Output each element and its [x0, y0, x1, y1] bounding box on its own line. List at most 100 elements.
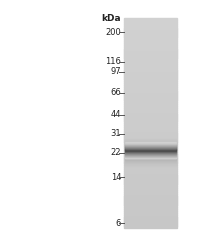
Bar: [125, 143, 176, 144]
Bar: [124, 108, 177, 110]
Bar: [125, 156, 176, 157]
Bar: [124, 217, 177, 220]
Bar: [124, 148, 177, 150]
Bar: [124, 104, 177, 106]
Bar: [125, 164, 176, 167]
Bar: [124, 28, 177, 31]
Bar: [125, 142, 176, 143]
Bar: [125, 150, 176, 151]
Bar: [124, 102, 177, 104]
Bar: [125, 155, 176, 156]
Bar: [124, 150, 177, 152]
Text: 44: 44: [111, 110, 121, 119]
Text: 200: 200: [105, 28, 121, 37]
Bar: [124, 95, 177, 98]
Bar: [124, 80, 177, 83]
Bar: [124, 188, 177, 190]
Bar: [124, 83, 177, 85]
Bar: [125, 157, 176, 160]
Bar: [124, 135, 177, 138]
Bar: [125, 154, 176, 155]
Bar: [124, 206, 177, 209]
Bar: [124, 144, 177, 146]
Bar: [125, 153, 176, 154]
Bar: [124, 162, 177, 165]
Bar: [124, 43, 177, 45]
Bar: [124, 122, 177, 125]
Bar: [124, 85, 177, 87]
Bar: [124, 110, 177, 113]
Bar: [124, 45, 177, 48]
Bar: [124, 154, 177, 156]
Bar: [124, 112, 177, 115]
Bar: [125, 151, 176, 152]
Bar: [124, 22, 177, 24]
Bar: [124, 72, 177, 75]
Bar: [125, 145, 176, 146]
Bar: [125, 156, 176, 157]
Bar: [124, 66, 177, 68]
Bar: [124, 93, 177, 96]
Bar: [124, 152, 177, 155]
Bar: [125, 163, 176, 166]
Bar: [125, 137, 176, 139]
Bar: [125, 140, 176, 142]
Bar: [125, 139, 176, 141]
Bar: [125, 149, 176, 150]
Bar: [124, 30, 177, 33]
Bar: [124, 146, 177, 148]
Bar: [125, 144, 176, 145]
Bar: [124, 53, 177, 56]
Bar: [124, 125, 177, 127]
Bar: [124, 34, 177, 37]
Bar: [124, 215, 177, 217]
Bar: [124, 223, 177, 226]
Bar: [124, 38, 177, 41]
Bar: [124, 32, 177, 35]
Bar: [125, 157, 176, 158]
Bar: [124, 36, 177, 39]
Bar: [124, 137, 177, 140]
Text: 66: 66: [110, 88, 121, 97]
Bar: [124, 114, 177, 117]
Bar: [125, 137, 176, 138]
Bar: [124, 164, 177, 167]
Bar: [124, 139, 177, 142]
Bar: [125, 162, 176, 165]
Bar: [124, 26, 177, 29]
Text: 31: 31: [111, 129, 121, 138]
Bar: [124, 221, 177, 224]
Bar: [124, 202, 177, 205]
Bar: [124, 181, 177, 184]
Bar: [124, 192, 177, 194]
Bar: [124, 169, 177, 171]
Bar: [124, 141, 177, 144]
Bar: [124, 213, 177, 216]
Bar: [124, 62, 177, 64]
Bar: [124, 156, 177, 159]
Bar: [124, 55, 177, 58]
Bar: [125, 138, 176, 140]
Bar: [125, 142, 176, 143]
Bar: [125, 158, 176, 161]
Text: kDa: kDa: [102, 14, 121, 23]
Bar: [124, 160, 177, 163]
Bar: [124, 158, 177, 161]
Bar: [125, 155, 176, 156]
Bar: [124, 118, 177, 121]
Bar: [124, 129, 177, 132]
Bar: [124, 225, 177, 228]
Bar: [124, 173, 177, 175]
Text: 22: 22: [111, 148, 121, 157]
Bar: [125, 148, 176, 149]
Bar: [125, 144, 176, 145]
Text: 97: 97: [111, 67, 121, 76]
Bar: [125, 141, 176, 143]
Bar: [125, 165, 176, 168]
Bar: [125, 154, 176, 155]
Bar: [124, 68, 177, 71]
Bar: [125, 156, 176, 160]
Bar: [124, 70, 177, 72]
Bar: [125, 136, 176, 138]
Bar: [125, 145, 176, 146]
